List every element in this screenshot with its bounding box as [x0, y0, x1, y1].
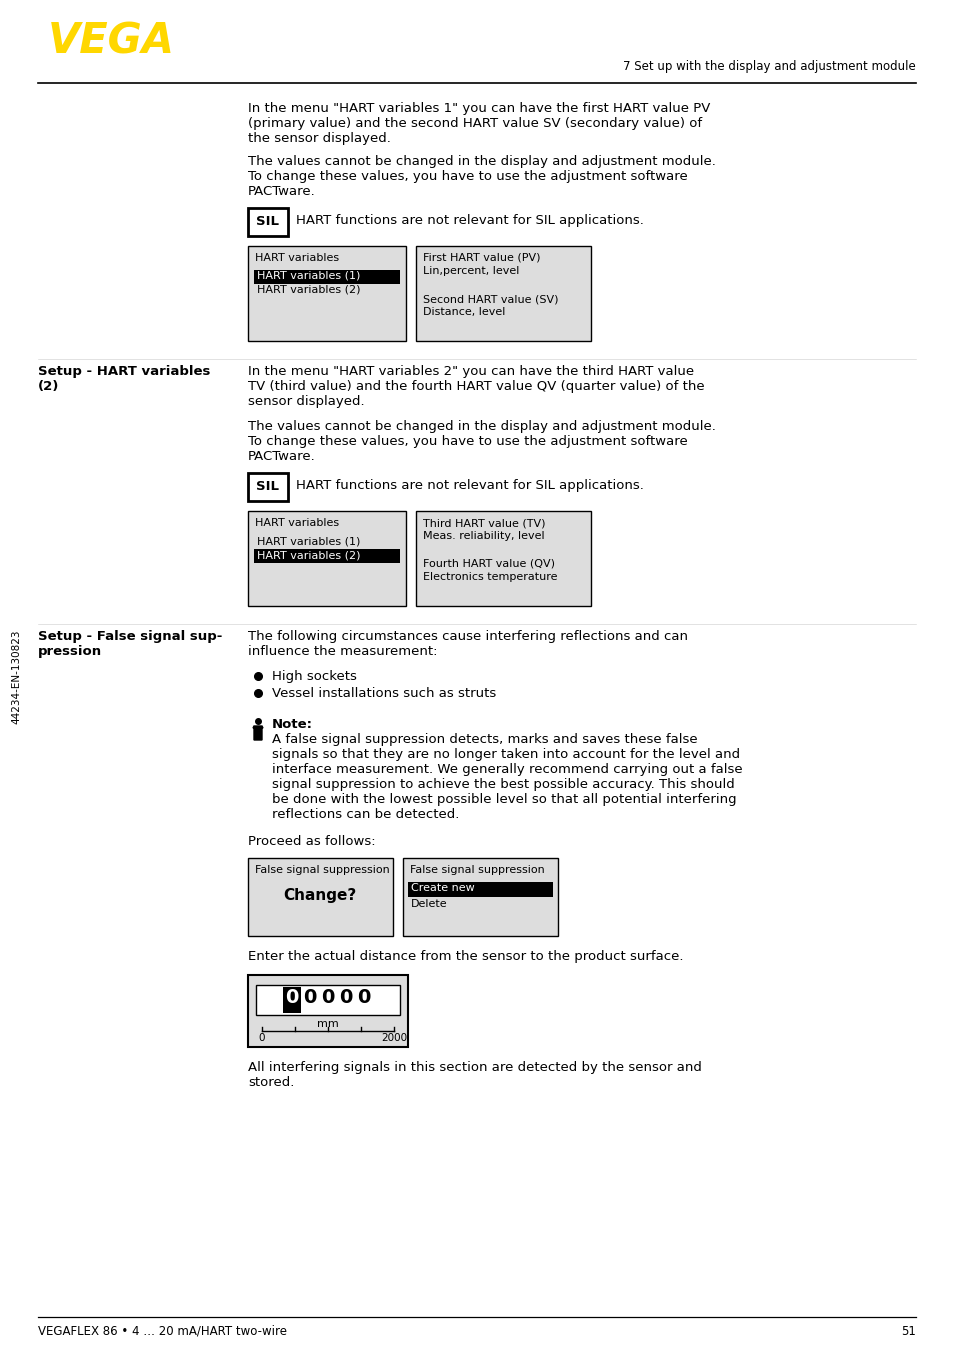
Text: signals so that they are no longer taken into account for the level and: signals so that they are no longer taken…	[272, 747, 740, 761]
Text: Second HART value (SV): Second HART value (SV)	[422, 294, 558, 305]
Text: TV (third value) and the fourth HART value QV (quarter value) of the: TV (third value) and the fourth HART val…	[248, 380, 704, 393]
Text: VEGA: VEGA	[48, 20, 174, 62]
Text: mm: mm	[316, 1020, 338, 1029]
Bar	[248, 510, 406, 607]
Text: To change these values, you have to use the adjustment software: To change these values, you have to use …	[248, 435, 687, 448]
Text: HART variables (2): HART variables (2)	[256, 550, 360, 561]
Bar	[416, 510, 590, 607]
Text: 2000: 2000	[380, 1033, 407, 1043]
Text: To change these values, you have to use the adjustment software: To change these values, you have to use …	[248, 171, 687, 183]
Text: A false signal suppression detects, marks and saves these false: A false signal suppression detects, mark…	[272, 733, 697, 746]
Text: Electronics temperature: Electronics temperature	[422, 571, 557, 582]
Text: 0: 0	[285, 988, 298, 1007]
Text: signal suppression to achieve the best possible accuracy. This should: signal suppression to achieve the best p…	[272, 779, 734, 791]
Bar	[248, 858, 393, 936]
Text: Distance, level: Distance, level	[422, 307, 505, 317]
Text: 0: 0	[258, 1033, 265, 1043]
Bar	[253, 548, 399, 563]
Bar	[402, 858, 558, 936]
Text: pression: pression	[38, 645, 102, 658]
Text: (2): (2)	[38, 380, 59, 393]
Text: 7 Set up with the display and adjustment module: 7 Set up with the display and adjustment…	[622, 60, 915, 73]
Text: HART variables: HART variables	[254, 253, 338, 263]
Text: stored.: stored.	[248, 1076, 294, 1089]
Text: Vessel installations such as struts: Vessel installations such as struts	[272, 686, 496, 700]
Text: HART variables (1): HART variables (1)	[256, 536, 360, 546]
Bar	[248, 473, 288, 501]
Text: VEGAFLEX 86 • 4 … 20 mA/HART two-wire: VEGAFLEX 86 • 4 … 20 mA/HART two-wire	[38, 1326, 287, 1338]
Text: 0: 0	[339, 988, 353, 1007]
Text: Third HART value (TV): Third HART value (TV)	[422, 519, 545, 528]
Polygon shape	[253, 726, 263, 741]
Text: (primary value) and the second HART value SV (secondary value) of: (primary value) and the second HART valu…	[248, 116, 701, 130]
Text: 0: 0	[303, 988, 316, 1007]
Text: PACTware.: PACTware.	[248, 450, 315, 463]
Text: All interfering signals in this section are detected by the sensor and: All interfering signals in this section …	[248, 1062, 701, 1074]
Bar	[248, 209, 288, 236]
Bar	[255, 984, 399, 1016]
Bar	[253, 269, 399, 284]
Text: influence the measurement:: influence the measurement:	[248, 645, 437, 658]
Text: False signal suppression: False signal suppression	[410, 865, 544, 875]
Text: Lin,percent, level: Lin,percent, level	[422, 265, 518, 276]
Text: The following circumstances cause interfering reflections and can: The following circumstances cause interf…	[248, 630, 687, 643]
Text: High sockets: High sockets	[272, 670, 356, 682]
Text: reflections can be detected.: reflections can be detected.	[272, 808, 459, 821]
Bar	[416, 246, 590, 341]
Text: be done with the lowest possible level so that all potential interfering: be done with the lowest possible level s…	[272, 793, 736, 806]
Text: SIL: SIL	[256, 215, 279, 227]
Text: The values cannot be changed in the display and adjustment module.: The values cannot be changed in the disp…	[248, 154, 715, 168]
Text: Change?: Change?	[283, 888, 356, 903]
Text: Create new: Create new	[411, 883, 475, 894]
Text: In the menu "HART variables 1" you can have the first HART value PV: In the menu "HART variables 1" you can h…	[248, 102, 710, 115]
Text: In the menu "HART variables 2" you can have the third HART value: In the menu "HART variables 2" you can h…	[248, 366, 694, 378]
Text: HART variables (2): HART variables (2)	[256, 284, 360, 295]
Text: Setup - False signal sup-: Setup - False signal sup-	[38, 630, 222, 643]
Text: SIL: SIL	[256, 481, 279, 493]
Text: First HART value (PV): First HART value (PV)	[422, 253, 540, 263]
Text: The values cannot be changed in the display and adjustment module.: The values cannot be changed in the disp…	[248, 420, 715, 433]
Text: HART variables: HART variables	[254, 519, 338, 528]
Text: PACTware.: PACTware.	[248, 185, 315, 198]
Text: Delete: Delete	[411, 899, 447, 909]
Text: Fourth HART value (QV): Fourth HART value (QV)	[422, 559, 555, 569]
Text: the sensor displayed.: the sensor displayed.	[248, 131, 391, 145]
Text: Proceed as follows:: Proceed as follows:	[248, 835, 375, 848]
Text: 44234-EN-130823: 44234-EN-130823	[11, 630, 21, 724]
Text: interface measurement. We generally recommend carrying out a false: interface measurement. We generally reco…	[272, 764, 741, 776]
Text: Enter the actual distance from the sensor to the product surface.: Enter the actual distance from the senso…	[248, 951, 682, 963]
Text: False signal suppression: False signal suppression	[254, 865, 390, 875]
Bar	[283, 987, 301, 1013]
Text: Note:: Note:	[272, 718, 313, 731]
Bar	[248, 975, 408, 1047]
Text: 0: 0	[357, 988, 371, 1007]
Bar	[248, 246, 406, 341]
Text: 51: 51	[901, 1326, 915, 1338]
Text: Setup - HART variables: Setup - HART variables	[38, 366, 211, 378]
Text: 0: 0	[321, 988, 335, 1007]
Bar	[408, 881, 553, 896]
Text: HART variables (1): HART variables (1)	[256, 271, 360, 282]
Text: Meas. reliability, level: Meas. reliability, level	[422, 531, 544, 542]
Text: sensor displayed.: sensor displayed.	[248, 395, 364, 408]
Text: HART functions are not relevant for SIL applications.: HART functions are not relevant for SIL …	[295, 479, 643, 492]
Text: HART functions are not relevant for SIL applications.: HART functions are not relevant for SIL …	[295, 214, 643, 227]
